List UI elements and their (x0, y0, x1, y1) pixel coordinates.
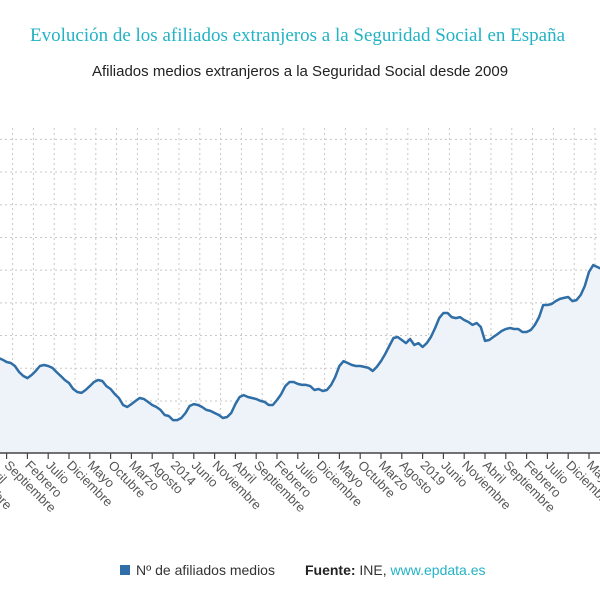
series-area (0, 265, 600, 453)
chart-subtitle: Afiliados medios extranjeros a la Seguri… (91, 63, 509, 80)
legend-swatch (120, 565, 130, 575)
legend: Nº de afiliados medios Fuente: INE, www.… (120, 562, 486, 578)
source-text: INE, (359, 562, 387, 578)
source-link[interactable]: www.epdata.es (390, 562, 486, 578)
legend-series-label[interactable]: Nº de afiliados medios (136, 562, 275, 578)
chart-title: Evolución de los afiliados extranjeros a… (30, 25, 566, 46)
x-tick-label: Abril (0, 458, 10, 487)
x-axis-ticks: NoviembreAbrilSeptiembreFebreroJulioDici… (0, 453, 600, 515)
series-line (0, 263, 600, 422)
source-label: Fuente: (304, 562, 356, 578)
source: Fuente: INE, www.epdata.es (305, 562, 486, 578)
